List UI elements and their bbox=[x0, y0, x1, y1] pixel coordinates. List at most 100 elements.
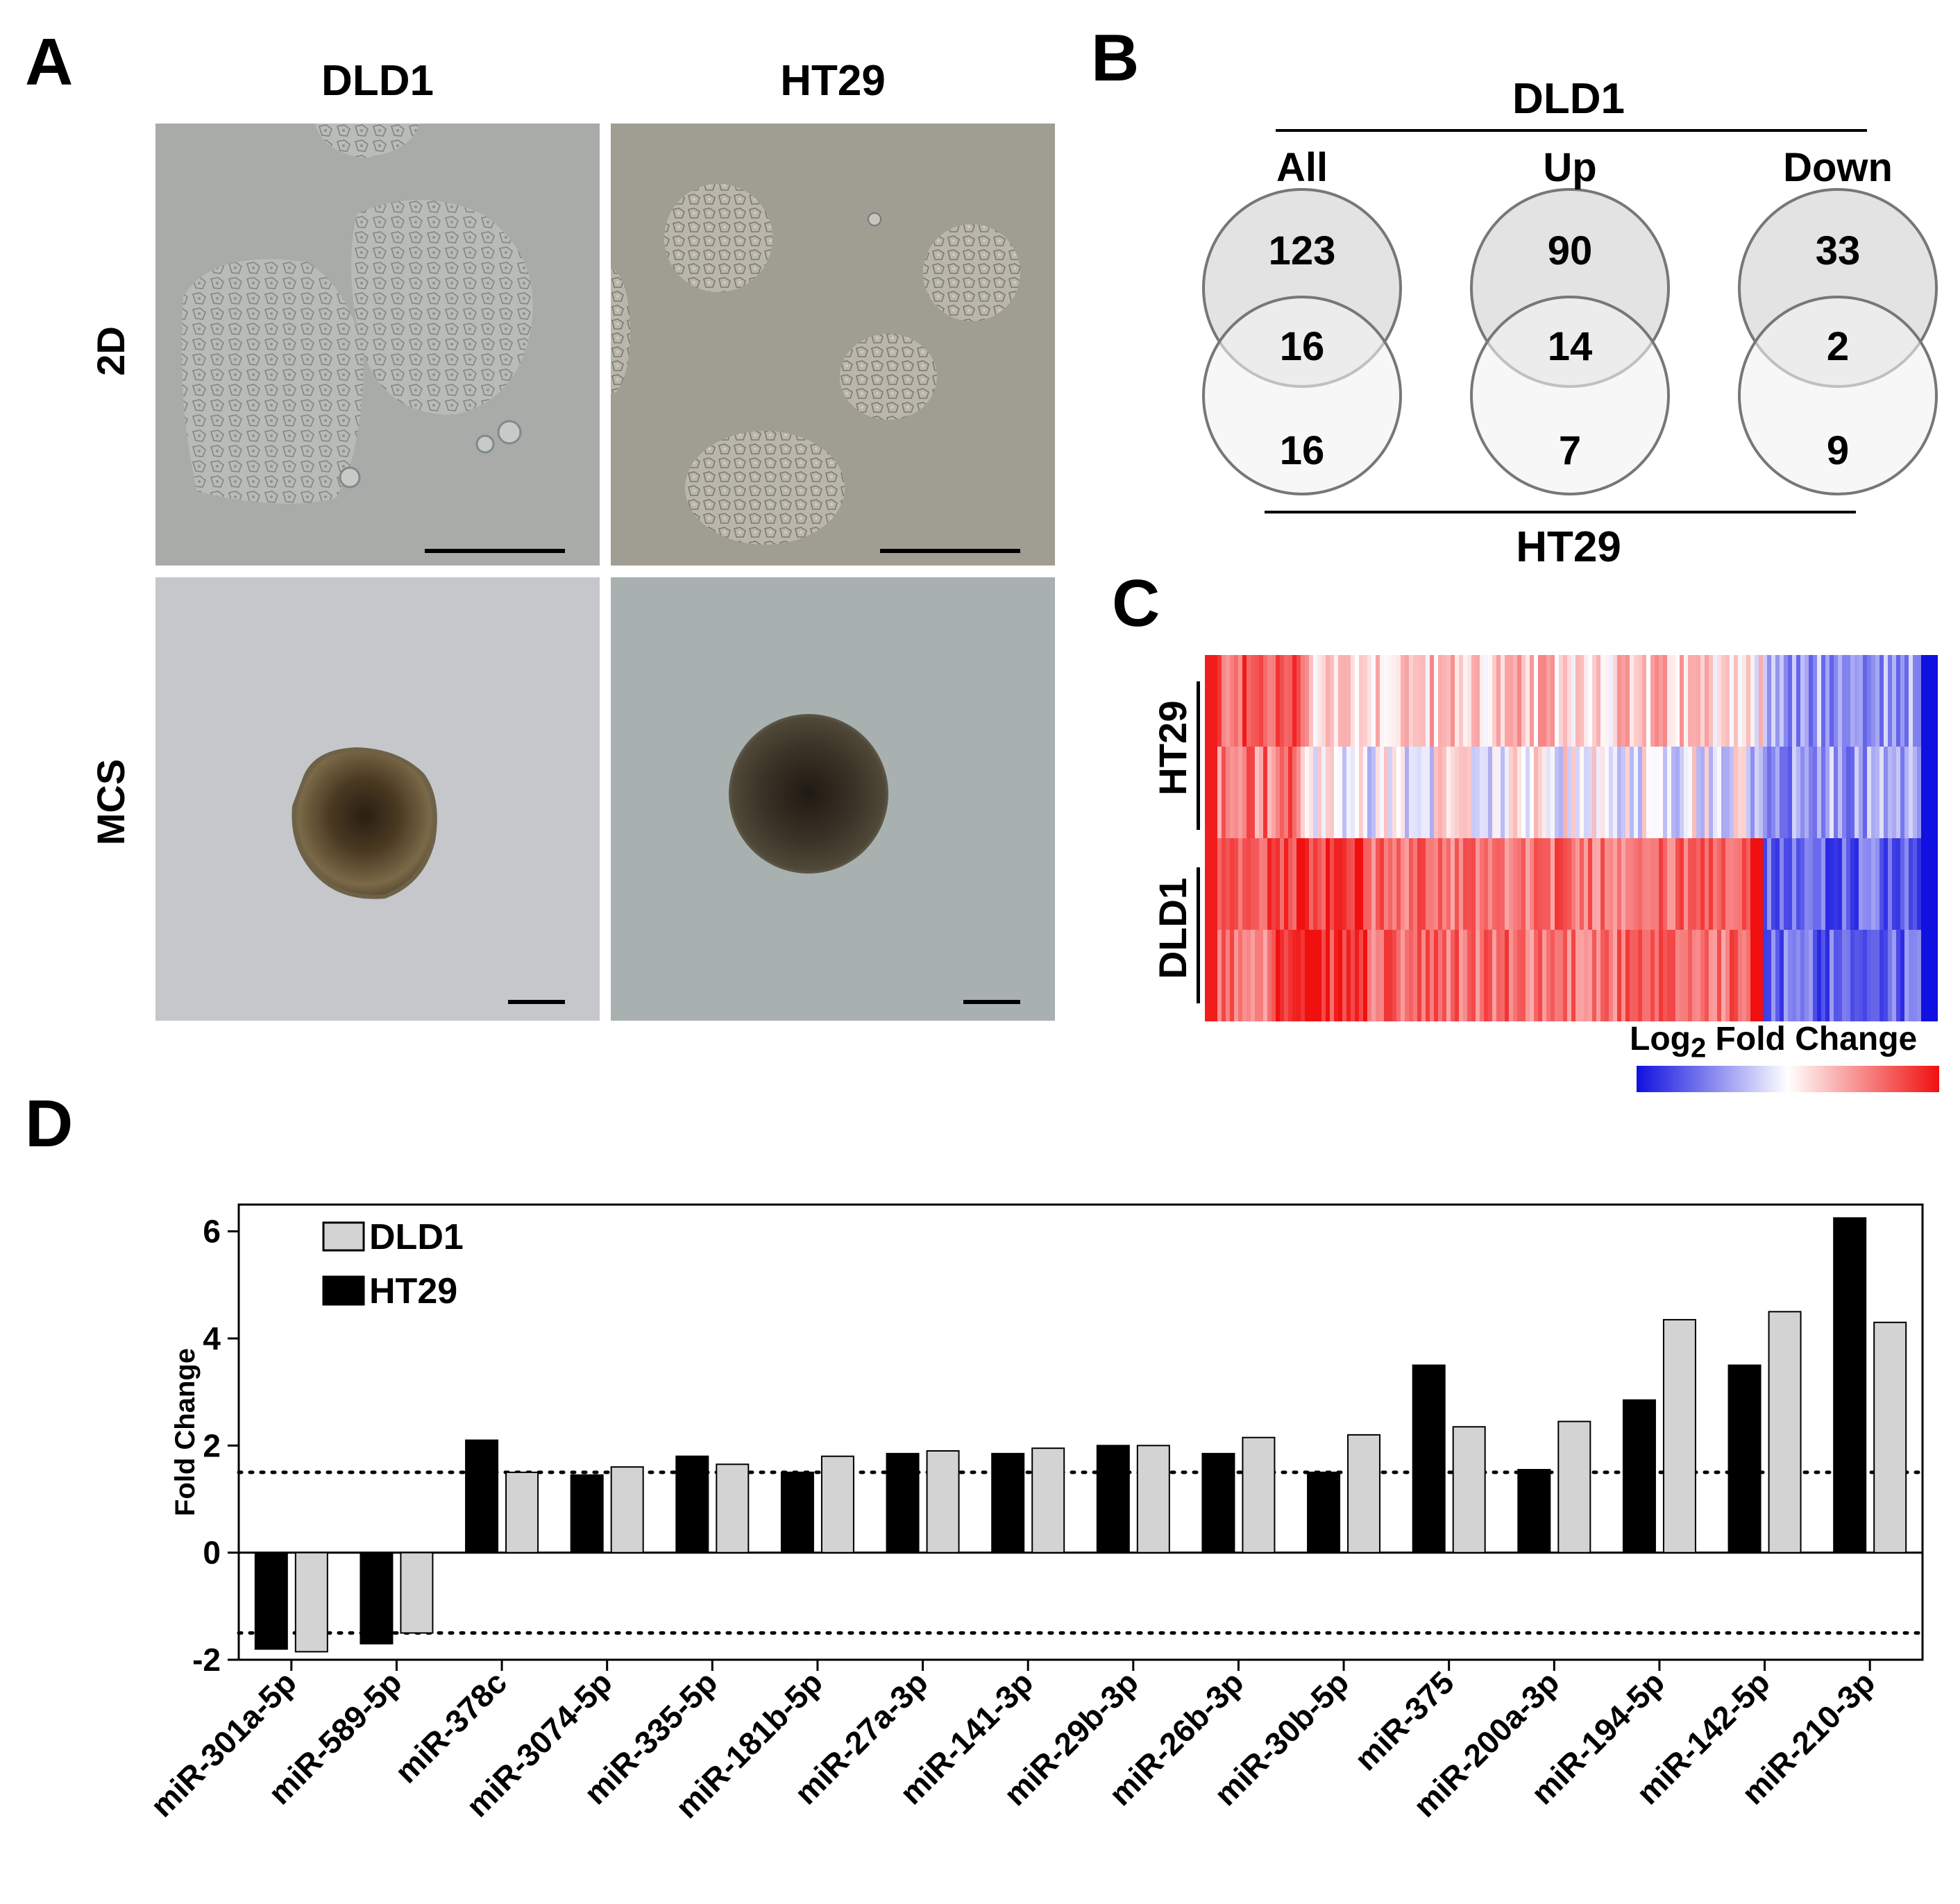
heatmap-cell bbox=[1650, 747, 1655, 839]
venn-up bbox=[1470, 188, 1670, 495]
heatmap-cell bbox=[1442, 930, 1447, 1021]
heatmap-cell bbox=[1405, 655, 1410, 747]
heatmap-cell bbox=[1892, 655, 1897, 747]
heatmap-cell bbox=[1492, 838, 1497, 930]
heatmap-cell bbox=[1505, 655, 1510, 747]
heatmap-cell bbox=[1713, 930, 1718, 1021]
heatmap-cell bbox=[1863, 838, 1868, 930]
heatmap-cell bbox=[1238, 655, 1243, 747]
heatmap-cell bbox=[1313, 838, 1318, 930]
heatmap-cell bbox=[1700, 838, 1705, 930]
heatmap-cell bbox=[1934, 747, 1938, 839]
heatmap-cell bbox=[1434, 838, 1439, 930]
heatmap-cell bbox=[1863, 747, 1868, 839]
heatmap-cell bbox=[1800, 838, 1805, 930]
heatmap-cell bbox=[1292, 655, 1297, 747]
heatmap-cell bbox=[1501, 930, 1505, 1021]
heatmap-cell bbox=[1226, 838, 1231, 930]
heatmap-cell bbox=[1276, 930, 1281, 1021]
heatmap-cell bbox=[1775, 747, 1780, 839]
micrograph-mcs-dld1 bbox=[155, 577, 600, 1021]
heatmap-cell bbox=[1446, 655, 1451, 747]
heatmap-cell bbox=[1838, 838, 1843, 930]
y-tick-label: 6 bbox=[203, 1214, 221, 1250]
heatmap-cell bbox=[1913, 838, 1918, 930]
heatmap-cell bbox=[1655, 655, 1659, 747]
heatmap-cell bbox=[1792, 655, 1797, 747]
heatmap-cell bbox=[1238, 747, 1243, 839]
bar-ht29-miR-3074-5p bbox=[570, 1474, 604, 1554]
heatmap-cell bbox=[1396, 930, 1401, 1021]
legend-title-subscript: 2 bbox=[1690, 1032, 1707, 1064]
heatmap-cell bbox=[1663, 747, 1668, 839]
heatmap-cell bbox=[1326, 930, 1330, 1021]
heatmap-cell bbox=[1530, 930, 1535, 1021]
heatmap-cell bbox=[1809, 747, 1814, 839]
heatmap-cell bbox=[1605, 838, 1610, 930]
heatmap-cell bbox=[1501, 838, 1505, 930]
heatmap-cell bbox=[1484, 930, 1489, 1021]
heatmap-cell bbox=[1526, 655, 1530, 747]
heatmap-cell bbox=[1750, 655, 1755, 747]
heatmap-cell bbox=[1763, 930, 1768, 1021]
heatmap-cell bbox=[1455, 838, 1460, 930]
scale-bar-2d-ht29 bbox=[880, 549, 1020, 553]
heatmap-cell bbox=[1896, 838, 1901, 930]
heatmap-cell bbox=[1505, 747, 1510, 839]
heatmap-cell bbox=[1367, 930, 1372, 1021]
heatmap-cell bbox=[1384, 838, 1389, 930]
heatmap-cell bbox=[1384, 930, 1389, 1021]
heatmap-cell bbox=[1538, 838, 1543, 930]
heatmap-cell bbox=[1213, 838, 1218, 930]
heatmap-cell bbox=[1405, 838, 1410, 930]
heatmap-cell bbox=[1850, 838, 1855, 930]
y-tick-label: 2 bbox=[203, 1427, 221, 1463]
heatmap-cell bbox=[1692, 838, 1697, 930]
heatmap-cell bbox=[1476, 747, 1480, 839]
bar-ht29-miR-181b-5p bbox=[780, 1471, 814, 1554]
heatmap-cell bbox=[1388, 838, 1393, 930]
heatmap-cell bbox=[1559, 655, 1564, 747]
heatmap-cell bbox=[1575, 930, 1580, 1021]
heatmap-cell bbox=[1709, 655, 1714, 747]
heatmap-row-label-dld1: DLD1 bbox=[1151, 877, 1194, 980]
heatmap-cell bbox=[1721, 655, 1726, 747]
heatmap-cell bbox=[1251, 747, 1256, 839]
heatmap-cell bbox=[1284, 655, 1289, 747]
bar-ht29-miR-194-5p bbox=[1622, 1399, 1656, 1554]
heatmap-cell bbox=[1242, 747, 1247, 839]
heatmap-cell bbox=[1276, 747, 1281, 839]
heatmap-cell bbox=[1334, 655, 1339, 747]
heatmap-cell bbox=[1759, 655, 1764, 747]
heatmap-cell bbox=[1705, 930, 1709, 1021]
heatmap-cell bbox=[1542, 930, 1547, 1021]
heatmap-cell bbox=[1430, 838, 1435, 930]
heatmap-cell bbox=[1929, 655, 1934, 747]
heatmap-cell bbox=[1771, 747, 1776, 839]
heatmap-cell bbox=[1255, 930, 1260, 1021]
heatmap-cell bbox=[1809, 838, 1814, 930]
heatmap-cell bbox=[1784, 930, 1789, 1021]
heatmap-cell bbox=[1367, 747, 1372, 839]
heatmap-cell bbox=[1251, 655, 1256, 747]
heatmap-cell bbox=[1455, 655, 1460, 747]
heatmap-cell bbox=[1934, 930, 1938, 1021]
heatmap-cell bbox=[1742, 930, 1747, 1021]
heatmap-cell bbox=[1738, 655, 1743, 747]
bar-dld1-miR-301a-5p bbox=[294, 1552, 328, 1653]
heatmap-cell bbox=[1867, 747, 1872, 839]
heatmap-cell bbox=[1834, 655, 1839, 747]
heatmap-cell bbox=[1330, 930, 1335, 1021]
heatmap-cell bbox=[1646, 655, 1651, 747]
heatmap-cell bbox=[1580, 930, 1585, 1021]
heatmap-cell bbox=[1667, 655, 1672, 747]
heatmap-cell bbox=[1900, 930, 1905, 1021]
heatmap-cell bbox=[1505, 930, 1510, 1021]
heatmap-cell bbox=[1392, 747, 1397, 839]
venn-top-label: DLD1 bbox=[1512, 75, 1625, 123]
heatmap-cell bbox=[1247, 747, 1251, 839]
heatmap-cell bbox=[1571, 838, 1576, 930]
heatmap-cell bbox=[1700, 930, 1705, 1021]
heatmap-cell bbox=[1371, 747, 1376, 839]
heatmap-cell bbox=[1284, 747, 1289, 839]
